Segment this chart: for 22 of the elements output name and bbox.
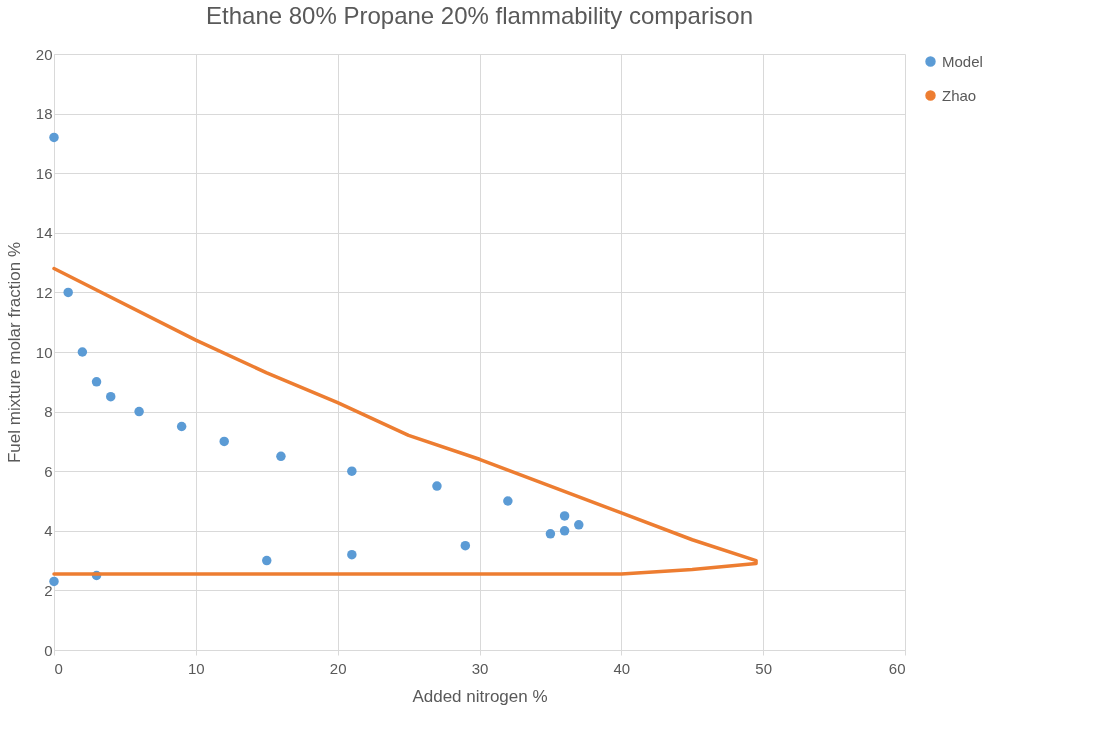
x-tick-label: 20 xyxy=(329,659,347,677)
y-tick-label: 2 xyxy=(44,581,53,599)
x-tick-label: 40 xyxy=(613,659,631,677)
x-tick-label: 60 xyxy=(888,659,906,677)
y-tick-label: 10 xyxy=(35,343,53,361)
legend-label: Model xyxy=(942,52,983,70)
chart-title: Ethane 80% Propane 20% flammability comparison xyxy=(206,2,753,29)
y-axis-title: Fuel mixture molar fraction % xyxy=(4,241,24,464)
y-tick-label: 4 xyxy=(44,522,53,540)
y-tick-label: 18 xyxy=(35,105,53,123)
x-tick-label: 50 xyxy=(755,659,773,677)
y-tick-label: 0 xyxy=(44,641,53,659)
y-tick-label: 14 xyxy=(35,224,53,242)
x-axis-title: Added nitrogen % xyxy=(412,686,548,706)
y-tick-label: 12 xyxy=(35,283,53,301)
y-tick-label: 8 xyxy=(44,403,53,421)
legend-label: Zhao xyxy=(942,86,977,104)
x-tick-label: 10 xyxy=(187,659,205,677)
y-tick-label: 20 xyxy=(35,45,53,63)
y-tick-label: 6 xyxy=(44,462,53,480)
x-tick-label: 30 xyxy=(471,659,489,677)
y-tick-label: 16 xyxy=(35,164,53,182)
